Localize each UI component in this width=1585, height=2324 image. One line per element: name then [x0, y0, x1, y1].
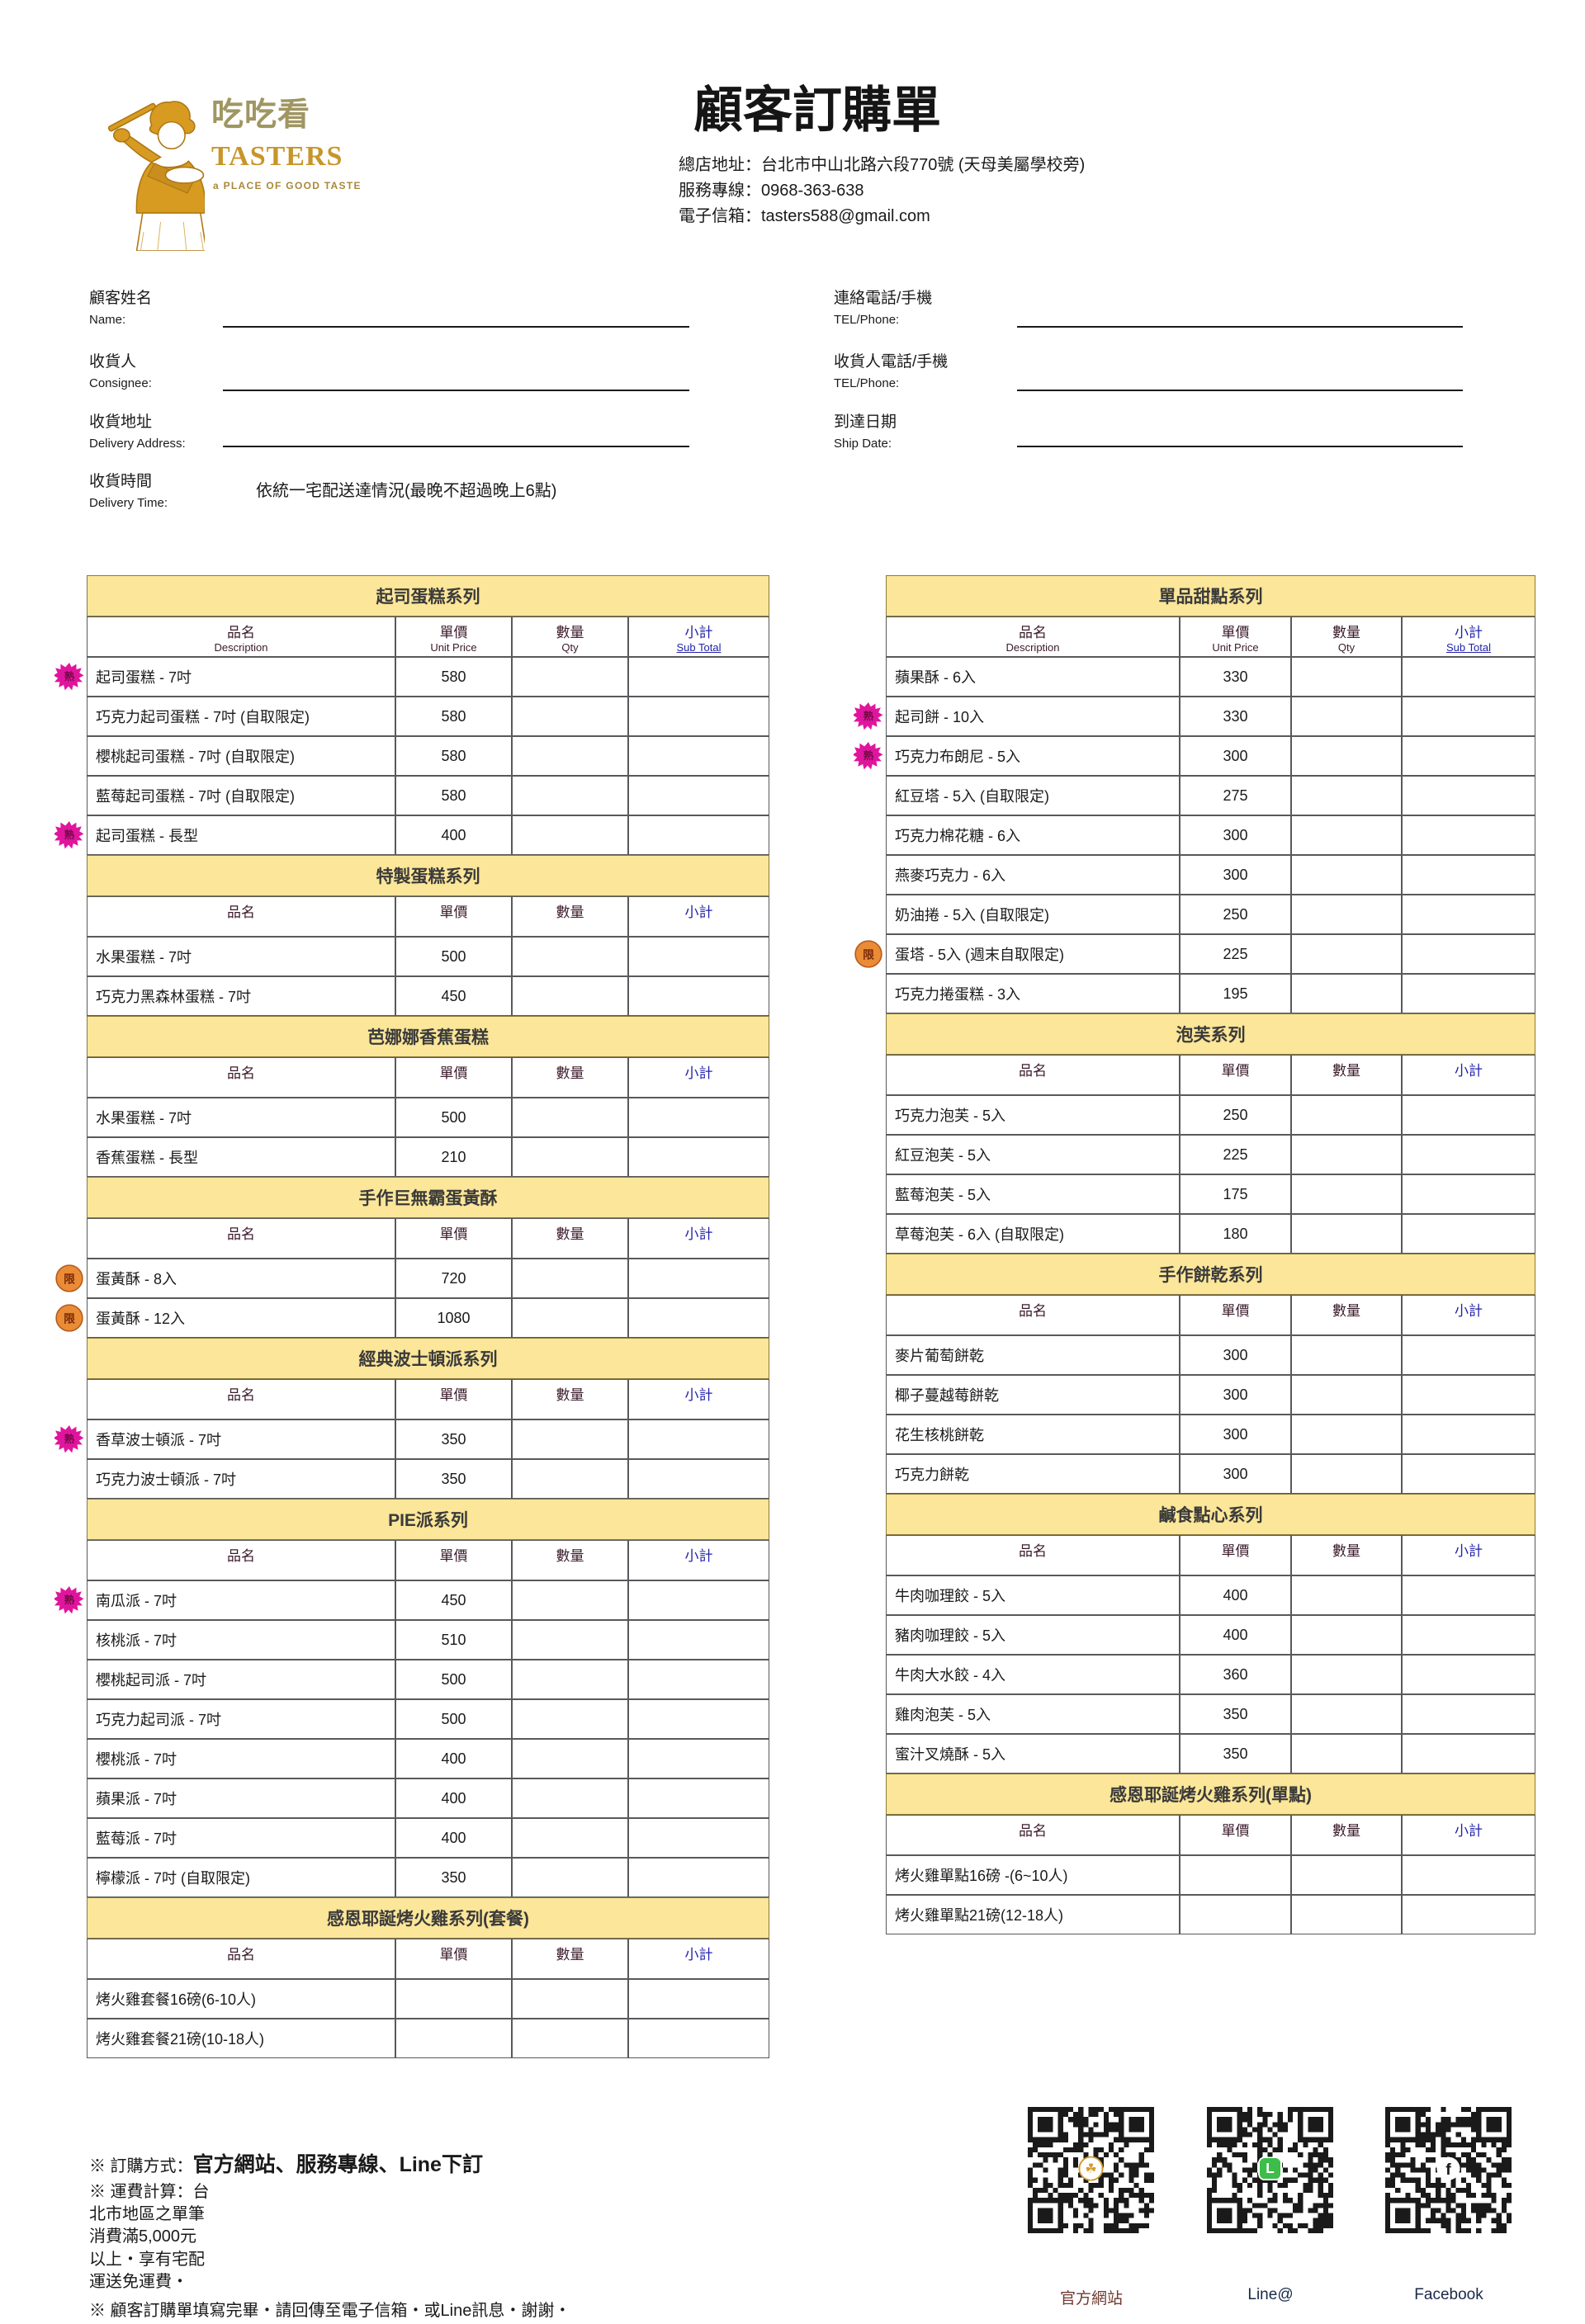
svg-text:L: L: [1266, 2160, 1274, 2176]
svg-text:☘: ☘: [1085, 2162, 1096, 2176]
svg-text:熟: 熟: [64, 1594, 75, 1606]
svg-text:f: f: [1445, 2161, 1451, 2179]
svg-text:熟: 熟: [64, 829, 75, 841]
svg-text:熟: 熟: [863, 749, 874, 762]
svg-text:熟: 熟: [64, 670, 75, 683]
svg-text:限: 限: [64, 1312, 75, 1325]
svg-text:熟: 熟: [863, 710, 874, 722]
svg-text:限: 限: [863, 948, 874, 961]
svg-text:限: 限: [64, 1273, 75, 1285]
svg-text:熟: 熟: [64, 1433, 75, 1445]
